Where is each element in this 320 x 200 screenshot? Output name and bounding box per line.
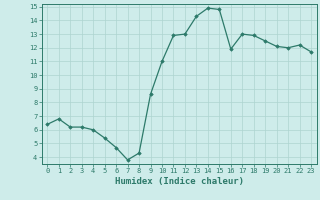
X-axis label: Humidex (Indice chaleur): Humidex (Indice chaleur) [115, 177, 244, 186]
